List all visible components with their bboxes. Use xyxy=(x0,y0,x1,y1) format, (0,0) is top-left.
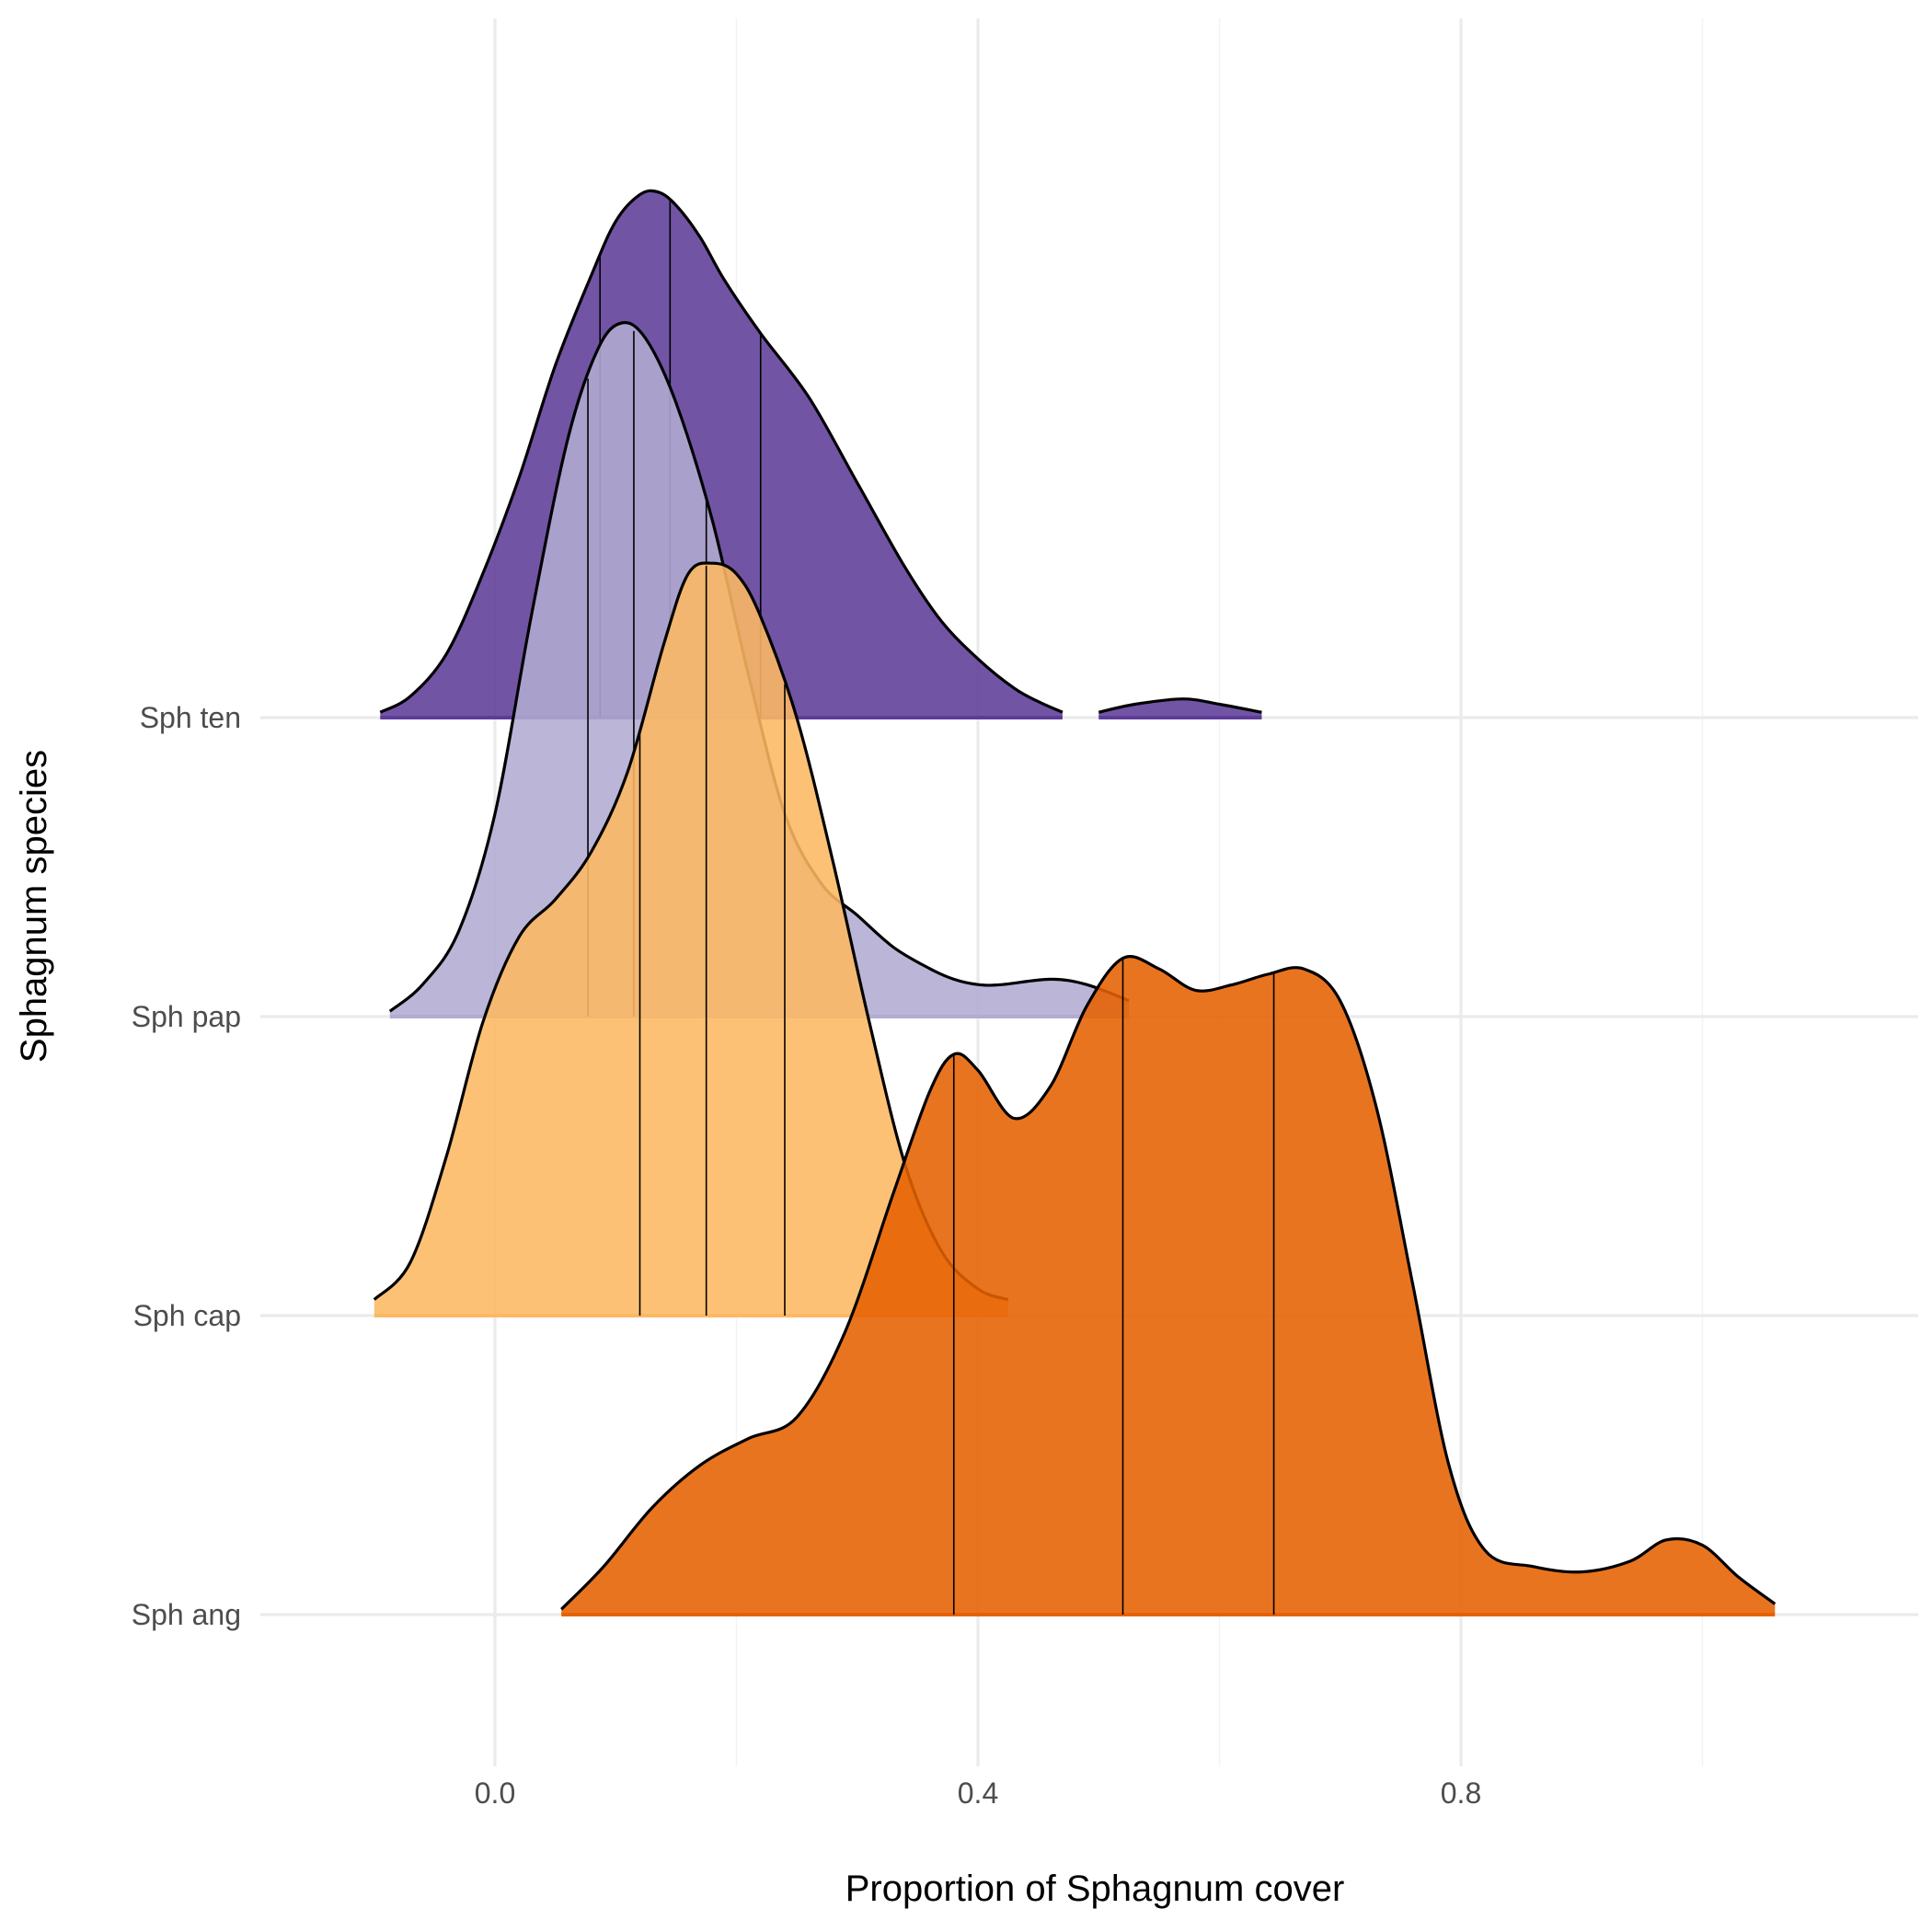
ridge-sph-ten xyxy=(379,189,1262,719)
x-axis-title: Proportion of Sphagnum cover xyxy=(845,1869,1345,1909)
x-tick-label: 0.8 xyxy=(1441,1777,1481,1810)
density-area xyxy=(561,956,1776,1615)
density-outline xyxy=(560,955,1777,1611)
y-axis-tick-labels: Sph ang Sph cap Sph pap Sph ten xyxy=(132,701,241,1631)
density-extra-outline xyxy=(1098,697,1262,714)
x-tick-label: 0.0 xyxy=(475,1777,515,1810)
y-tick-label: Sph ang xyxy=(132,1598,241,1631)
y-tick-label: Sph pap xyxy=(132,1000,241,1033)
ridge-sph-ang xyxy=(560,955,1777,1616)
x-tick-label: 0.4 xyxy=(958,1777,998,1810)
density-outline xyxy=(388,321,1130,1013)
density-area xyxy=(374,562,1008,1316)
y-tick-label: Sph ten xyxy=(140,701,241,734)
ridge-sph-cap xyxy=(373,561,1009,1317)
density-area xyxy=(389,322,1130,1017)
density-outline xyxy=(379,189,1064,714)
density-outline xyxy=(373,561,1009,1302)
density-ridges xyxy=(373,189,1777,1616)
x-axis-tick-labels: 0.0 0.4 0.8 xyxy=(475,1777,1481,1810)
y-tick-label: Sph cap xyxy=(133,1299,241,1332)
y-axis-title: Sphagnum species xyxy=(14,750,54,1063)
